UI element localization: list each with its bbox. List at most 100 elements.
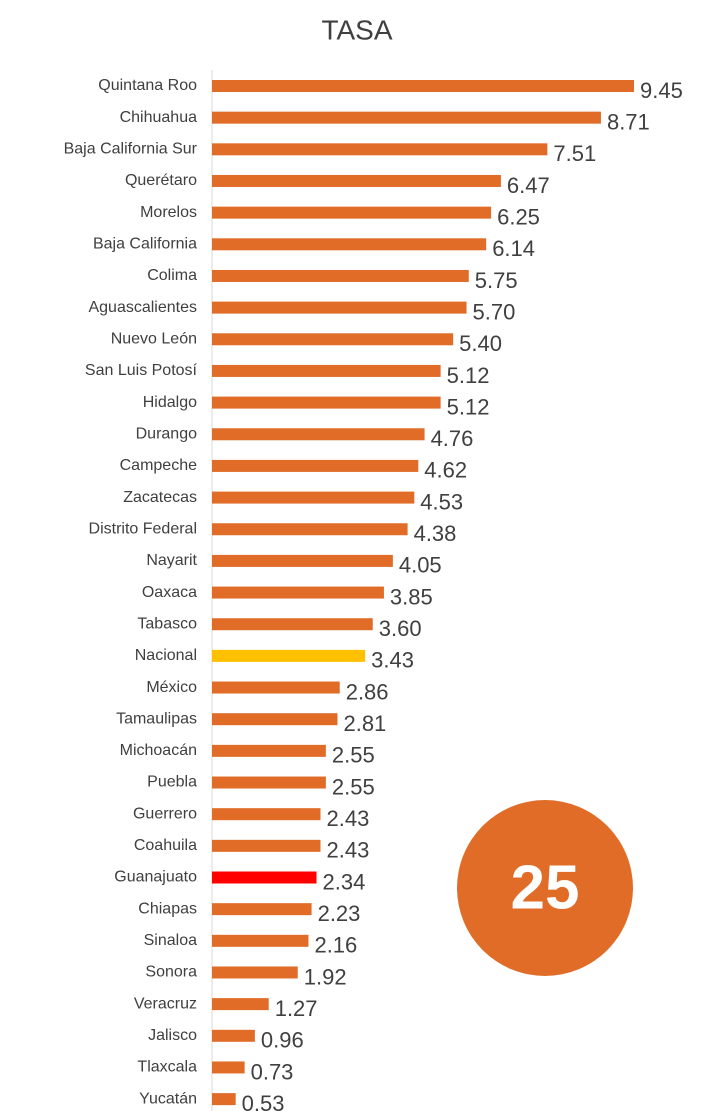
value-label: 2.16: [314, 933, 357, 958]
value-label: 2.43: [327, 806, 370, 831]
value-label: 4.05: [399, 553, 442, 578]
bar: [212, 1093, 236, 1106]
value-label: 4.62: [424, 458, 467, 483]
category-label: Zacatecas: [123, 489, 197, 506]
bar: [212, 333, 454, 346]
value-label: 6.14: [492, 236, 535, 261]
value-label: 6.47: [507, 173, 550, 198]
category-label: Puebla: [147, 774, 197, 791]
category-label: México: [146, 679, 197, 696]
bar: [212, 396, 441, 409]
category-label: Aguascalientes: [88, 299, 197, 316]
value-label: 0.53: [242, 1091, 285, 1111]
category-label: Nayarit: [146, 552, 197, 569]
category-label: Yucatán: [139, 1090, 197, 1107]
value-label: 6.25: [497, 204, 540, 229]
value-label: 1.92: [304, 964, 347, 989]
value-label: 0.96: [261, 1028, 304, 1053]
bar: [212, 301, 467, 314]
bar: [212, 839, 321, 852]
bar: [212, 903, 312, 916]
bar: [212, 523, 408, 536]
value-label: 4.53: [420, 489, 463, 514]
category-label: Nacional: [135, 647, 197, 664]
category-label: Coahuila: [134, 837, 197, 854]
category-label: Nuevo León: [111, 330, 197, 347]
category-label: Baja California: [93, 236, 197, 253]
value-label: 2.81: [343, 711, 386, 736]
value-label: 8.71: [607, 109, 650, 134]
value-label: 2.55: [332, 743, 375, 768]
category-label: Guerrero: [133, 805, 197, 822]
value-label: 5.75: [475, 268, 518, 293]
category-label: Baja California Sur: [64, 141, 198, 158]
category-label: Sonora: [145, 964, 197, 981]
bar: [212, 744, 326, 757]
bar: [212, 80, 634, 92]
category-label: Durango: [136, 425, 197, 442]
category-label: Chihuahua: [120, 109, 198, 126]
bar: [212, 618, 373, 631]
bar: [212, 1029, 255, 1042]
category-label: Tabasco: [137, 615, 197, 632]
bar: [212, 143, 548, 156]
value-label: 2.23: [318, 901, 361, 926]
value-label: 2.34: [322, 869, 365, 894]
bar: [212, 269, 469, 282]
category-label: Campeche: [120, 457, 197, 474]
bar: [212, 681, 340, 694]
bar: [212, 934, 309, 947]
category-label: Michoacán: [120, 742, 197, 759]
category-label: Guanajuato: [114, 869, 197, 886]
bar: [212, 998, 269, 1011]
bar: [212, 871, 317, 884]
bar: [212, 174, 501, 187]
category-label: Jalisco: [148, 1027, 197, 1044]
bar: [212, 206, 492, 219]
category-label: San Luis Potosí: [85, 362, 198, 379]
category-label: Sinaloa: [144, 932, 197, 949]
value-label: 5.40: [459, 331, 502, 356]
category-label: Veracruz: [134, 995, 197, 1012]
category-label: Hidalgo: [143, 394, 197, 411]
bar: [212, 554, 393, 567]
value-label: 9.45: [640, 78, 683, 103]
value-label: 2.86: [346, 679, 389, 704]
bar: [212, 364, 441, 377]
bar: [212, 238, 487, 251]
category-label: Tlaxcala: [137, 1059, 197, 1076]
value-label: 0.73: [251, 1059, 294, 1084]
bar: [212, 713, 338, 726]
category-label: Quintana Roo: [98, 77, 197, 94]
category-label: Colima: [147, 267, 197, 284]
value-label: 2.43: [327, 838, 370, 863]
badge-text: 25: [511, 853, 580, 922]
bar: [212, 1061, 245, 1074]
value-label: 1.27: [275, 996, 318, 1021]
value-label: 3.60: [379, 616, 422, 641]
value-label: 4.38: [414, 521, 457, 546]
category-label: Querétaro: [125, 172, 197, 189]
value-label: 5.12: [447, 394, 490, 419]
category-label: Distrito Federal: [89, 520, 197, 537]
category-label: Chiapas: [138, 900, 197, 917]
value-label: 3.43: [371, 648, 414, 673]
category-label: Oaxaca: [142, 584, 197, 601]
value-label: 5.12: [447, 363, 490, 388]
category-label: Morelos: [140, 204, 197, 221]
category-label: Tamaulipas: [116, 710, 197, 727]
bar: [212, 459, 419, 472]
bar: [212, 428, 425, 441]
value-label: 7.51: [553, 141, 596, 166]
bar: [212, 649, 366, 662]
value-label: 2.55: [332, 774, 375, 799]
bar: [212, 491, 415, 504]
value-label: 3.85: [390, 584, 433, 609]
bar: [212, 808, 321, 821]
bar: [212, 966, 298, 979]
bar: [212, 586, 384, 599]
bar: [212, 111, 601, 124]
value-label: 5.70: [473, 299, 516, 324]
chart-title: TASA: [321, 14, 392, 45]
